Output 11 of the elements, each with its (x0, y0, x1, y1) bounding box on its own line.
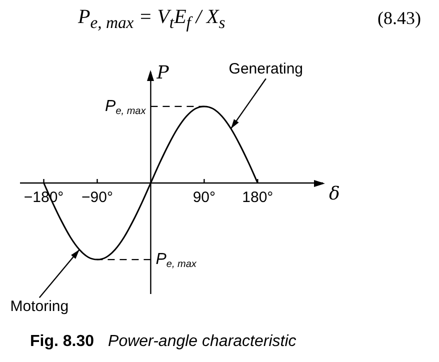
annotation: Generating (228, 60, 304, 78)
annotation: Motoring (10, 298, 69, 316)
x-tick-label: 90° (192, 189, 216, 206)
text: (8.43) (378, 8, 421, 29)
text: P$_{e, max}$ = V$_{t}$E$_{f}$ / X$_{s}$ (78, 6, 226, 33)
text: Power-angle characteristic (108, 333, 296, 350)
x-axis-title: δ (329, 184, 340, 205)
x-tick-label: 180° (242, 189, 274, 206)
x-tick-label: −90° (82, 189, 113, 206)
caption: Fig. 8.30 (30, 333, 94, 350)
y-axis-title: P (156, 62, 170, 84)
